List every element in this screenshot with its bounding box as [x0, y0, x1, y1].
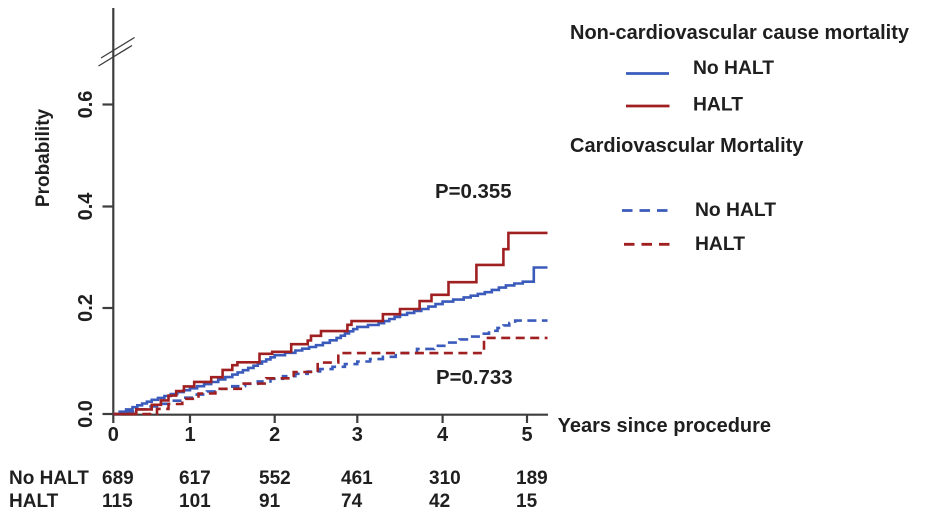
svg-text:552: 552: [259, 468, 291, 489]
svg-text:Probability: Probability: [33, 108, 54, 207]
svg-text:461: 461: [341, 468, 373, 489]
svg-text:Cardiovascular Mortality: Cardiovascular Mortality: [570, 135, 804, 157]
svg-text:P=0.733: P=0.733: [436, 367, 513, 389]
svg-text:101: 101: [179, 491, 211, 512]
svg-text:HALT: HALT: [9, 491, 59, 512]
svg-text:0.4: 0.4: [75, 192, 97, 221]
svg-text:189: 189: [516, 468, 548, 489]
svg-text:617: 617: [179, 468, 211, 489]
svg-text:Years since procedure: Years since procedure: [558, 415, 771, 437]
svg-text:91: 91: [259, 491, 281, 512]
svg-text:0: 0: [108, 424, 119, 446]
svg-text:Non-cardiovascular cause morta: Non-cardiovascular cause mortality: [570, 22, 910, 44]
svg-text:15: 15: [516, 491, 538, 512]
svg-text:No HALT: No HALT: [693, 58, 774, 79]
svg-text:5: 5: [521, 424, 532, 446]
svg-text:689: 689: [102, 468, 134, 489]
svg-text:HALT: HALT: [695, 234, 745, 255]
svg-text:3: 3: [352, 424, 363, 446]
svg-text:No HALT: No HALT: [695, 200, 776, 221]
svg-text:0.2: 0.2: [75, 294, 97, 322]
svg-text:115: 115: [102, 491, 133, 512]
svg-text:2: 2: [269, 424, 280, 446]
svg-text:P=0.355: P=0.355: [435, 181, 512, 203]
svg-text:HALT: HALT: [693, 95, 743, 116]
svg-text:42: 42: [429, 491, 450, 512]
svg-text:No HALT: No HALT: [9, 468, 89, 489]
svg-text:310: 310: [429, 468, 461, 489]
svg-text:1: 1: [184, 424, 195, 446]
svg-text:4: 4: [437, 424, 449, 446]
svg-text:74: 74: [341, 491, 363, 512]
svg-text:0.0: 0.0: [75, 400, 97, 428]
svg-text:0.6: 0.6: [75, 91, 97, 119]
